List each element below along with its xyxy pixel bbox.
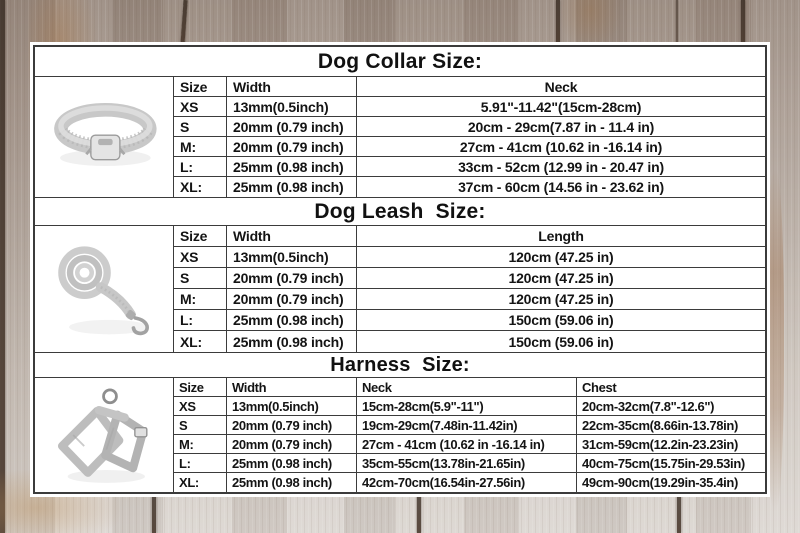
neck-cell: 20cm - 29cm(7.87 in - 11.4 in)	[357, 117, 765, 137]
plank-gap	[556, 0, 560, 46]
dog-leash-image	[58, 246, 149, 336]
width-cell: 25mm (0.98 inch)	[227, 310, 357, 331]
width-cell: 13mm(0.5inch)	[227, 247, 357, 268]
width-cell: 20mm (0.79 inch)	[227, 416, 357, 435]
width-column-header: Width	[227, 77, 357, 97]
section-harness: Harness Size: Size	[35, 352, 765, 492]
size-cell: XS	[174, 397, 227, 416]
length-cell: 120cm (47.25 in)	[357, 268, 765, 289]
size-cell: XS	[174, 97, 227, 117]
collar-size-table: Size Width Neck XS 13mm(0.5inch) 5.91"-1…	[35, 77, 765, 197]
size-cell: L:	[174, 454, 227, 473]
chest-column-header: Chest	[577, 378, 765, 397]
plank-gap	[152, 486, 156, 533]
size-chart-panel: Dog Collar Size: Size	[30, 42, 770, 497]
neck-cell: 5.91"-11.42"(15cm-28cm)	[357, 97, 765, 117]
leash-photo-cell	[35, 226, 174, 352]
width-column-header: Width	[227, 226, 357, 247]
neck-cell: 35cm-55cm(13.78in-21.65in)	[357, 454, 577, 473]
width-cell: 20mm (0.79 inch)	[227, 435, 357, 454]
collar-photo-cell	[35, 77, 174, 197]
size-cell: S	[174, 416, 227, 435]
plank-gap	[417, 486, 421, 533]
width-cell: 25mm (0.98 inch)	[227, 331, 357, 352]
harness-photo-cell	[35, 378, 174, 492]
size-cell: XS	[174, 247, 227, 268]
length-cell: 150cm (59.06 in)	[508, 333, 614, 350]
length-cell: 120cm (47.25 in)	[357, 247, 765, 268]
chest-cell: 31cm-59cm(12.2in-23.23in)	[577, 435, 765, 454]
size-cell: L:	[174, 310, 227, 331]
dog-collar-image	[54, 103, 157, 167]
plank-gap	[677, 486, 681, 533]
width-cell: 25mm (0.98 inch)	[227, 454, 357, 473]
neck-cell: 33cm - 52cm (12.99 in - 20.47 in)	[357, 157, 765, 177]
size-cell: L:	[174, 157, 227, 177]
neck-cell: 42cm-70cm(16.54in-27.56in)	[357, 473, 577, 492]
width-cell: 13mm(0.5inch)	[227, 397, 357, 416]
neck-cell: 27cm - 41cm (10.62 in -16.14 in)	[357, 137, 765, 157]
neck-cell: 37cm - 60cm (14.56 in - 23.62 in)	[458, 179, 664, 195]
collar-section-title: Dog Collar Size:	[35, 47, 765, 77]
size-cell: M:	[174, 435, 227, 454]
chest-cell: 49cm-90cm(19.29in-35.4in)	[582, 475, 739, 490]
chest-cell: 20cm-32cm(7.8"-12.6")	[577, 397, 765, 416]
harness-section-title: Harness Size:	[35, 353, 765, 378]
width-cell: 25mm (0.98 inch)	[227, 473, 357, 492]
chest-cell: 22cm-35cm(8.66in-13.78in)	[577, 416, 765, 435]
width-column-header: Width	[227, 378, 357, 397]
width-cell: 25mm (0.98 inch)	[227, 177, 357, 197]
width-cell: 25mm (0.98 inch)	[227, 157, 357, 177]
size-cell: M:	[174, 289, 227, 310]
size-column-header: Size	[174, 226, 227, 247]
width-cell: 20mm (0.79 inch)	[227, 117, 357, 137]
length-cell: 120cm (47.25 in)	[357, 289, 765, 310]
size-cell: XL:	[174, 331, 227, 352]
size-cell: S	[174, 117, 227, 137]
leash-section-title: Dog Leash Size:	[35, 198, 765, 226]
neck-cell: 19cm-29cm(7.48in-11.42in)	[357, 416, 577, 435]
size-column-header: Size	[174, 77, 227, 97]
length-column-header: Length	[357, 226, 765, 247]
plank-gap	[0, 0, 5, 533]
size-cell: XL:	[174, 177, 227, 197]
neck-column-header: Neck	[357, 77, 765, 97]
section-dog-leash: Dog Leash Size:	[35, 197, 765, 352]
neck-column-header: Neck	[357, 378, 577, 397]
size-chart-tables: Dog Collar Size: Size	[33, 45, 767, 494]
leash-size-table: Size Width Length XS 13mm(0.5inch) 120cm…	[35, 226, 765, 352]
harness-size-table: Size Width Neck Chest XS 13mm(0.5inch) 1…	[35, 378, 765, 492]
size-cell: S	[174, 268, 227, 289]
plank-gap	[180, 0, 188, 47]
width-cell: 13mm(0.5inch)	[227, 97, 357, 117]
plank-gap	[676, 0, 678, 46]
neck-cell: 27cm - 41cm (10.62 in -16.14 in)	[357, 435, 577, 454]
width-cell: 20mm (0.79 inch)	[227, 137, 357, 157]
size-column-header: Size	[174, 378, 227, 397]
width-cell: 20mm (0.79 inch)	[227, 289, 357, 310]
section-dog-collar: Dog Collar Size: Size	[35, 47, 765, 197]
chest-cell: 40cm-75cm(15.75in-29.53in)	[577, 454, 765, 473]
plank-gap	[741, 0, 745, 46]
width-cell: 20mm (0.79 inch)	[227, 268, 357, 289]
size-cell: XL:	[174, 473, 227, 492]
length-cell: 150cm (59.06 in)	[357, 310, 765, 331]
size-cell: M:	[174, 137, 227, 157]
neck-cell: 15cm-28cm(5.9"-11")	[357, 397, 577, 416]
dog-harness-image	[57, 388, 148, 483]
